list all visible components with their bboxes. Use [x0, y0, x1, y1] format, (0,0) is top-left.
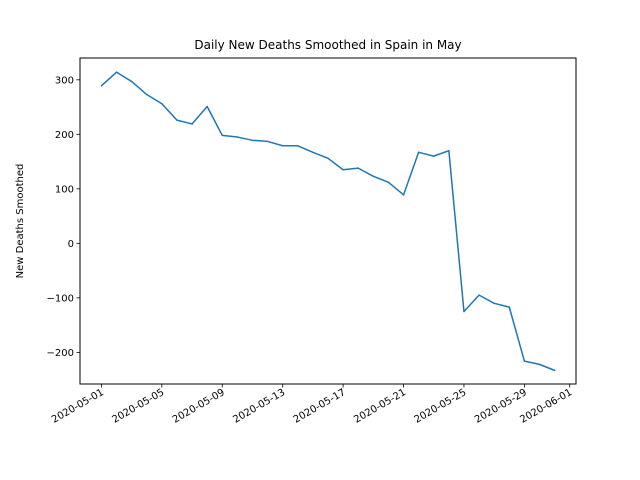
data-point: [312, 151, 314, 154]
y-tick-label: −200: [47, 348, 74, 359]
data-point: [251, 139, 254, 142]
data-point: [297, 145, 299, 147]
data-point: [553, 369, 556, 372]
data-point: [478, 294, 480, 296]
data-point: [266, 140, 269, 143]
data-point: [463, 310, 465, 313]
data-point: [161, 103, 163, 105]
data-point: [236, 136, 239, 138]
data-point: [448, 149, 450, 152]
data-point: [130, 80, 133, 83]
data-point: [191, 123, 193, 125]
data-point: [100, 85, 103, 87]
data-point: [538, 363, 541, 366]
data-point: [176, 119, 178, 121]
data-point: [281, 145, 284, 147]
y-tick-label: 300: [55, 75, 74, 86]
data-point: [387, 181, 390, 184]
y-axis-label: New Deaths Smoothed: [15, 164, 26, 279]
data-point: [206, 105, 208, 108]
data-point: [417, 151, 420, 154]
y-tick-label: 200: [55, 130, 74, 141]
data-point: [508, 306, 511, 308]
chart-title: Daily New Deaths Smoothed in Spain in Ma…: [194, 38, 461, 52]
data-point: [357, 167, 359, 169]
data-point: [372, 175, 375, 178]
data-point: [342, 169, 344, 171]
data-point: [433, 155, 435, 157]
plot-frame: [79, 57, 577, 385]
data-point: [402, 194, 405, 196]
data-point: [523, 360, 526, 362]
data-point: [145, 93, 148, 96]
data-point: [493, 302, 495, 305]
data-point: [115, 71, 118, 73]
y-tick-label: 0: [68, 239, 74, 250]
data-point: [327, 157, 329, 160]
data-point: [221, 134, 223, 137]
y-tick-label: −100: [47, 293, 74, 304]
y-tick-label: 100: [55, 184, 74, 195]
